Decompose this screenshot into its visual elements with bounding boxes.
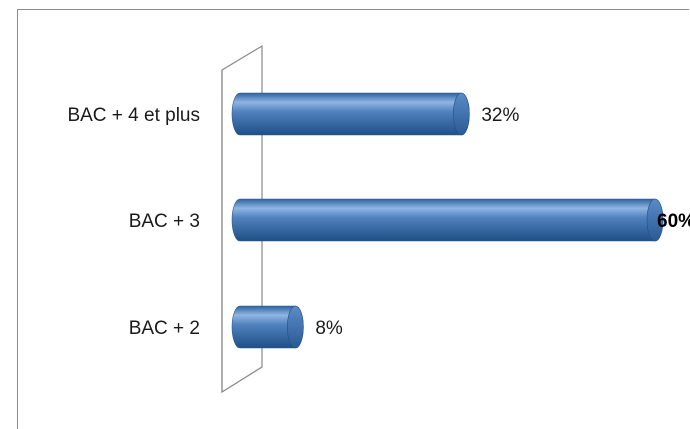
category-labels: BAC + 4 et plus BAC + 3 BAC + 2 (67, 105, 200, 339)
category-label-2: BAC + 2 (129, 318, 200, 339)
bar-body-1 (231, 198, 664, 242)
bar-cap-1 (646, 198, 664, 242)
bar-2 (231, 305, 304, 349)
bar-cap-2 (287, 305, 304, 349)
bar-0 (231, 92, 470, 136)
value-labels: 32% 60% 8% (315, 105, 690, 339)
bar-cap-0 (453, 92, 470, 136)
bar-body-0 (231, 92, 470, 136)
bar-1 (231, 198, 664, 242)
value-label-1: 60% (657, 211, 690, 232)
value-label-0: 32% (481, 105, 519, 126)
value-label-2: 8% (315, 318, 343, 339)
chart-area (17, 9, 689, 429)
category-label-1: BAC + 3 (129, 211, 200, 232)
bars-group (231, 92, 664, 349)
bar-chart: BAC + 4 et plus BAC + 3 BAC + 2 32% 60% 8% (67, 44, 690, 394)
category-label-0: BAC + 4 et plus (67, 105, 200, 126)
